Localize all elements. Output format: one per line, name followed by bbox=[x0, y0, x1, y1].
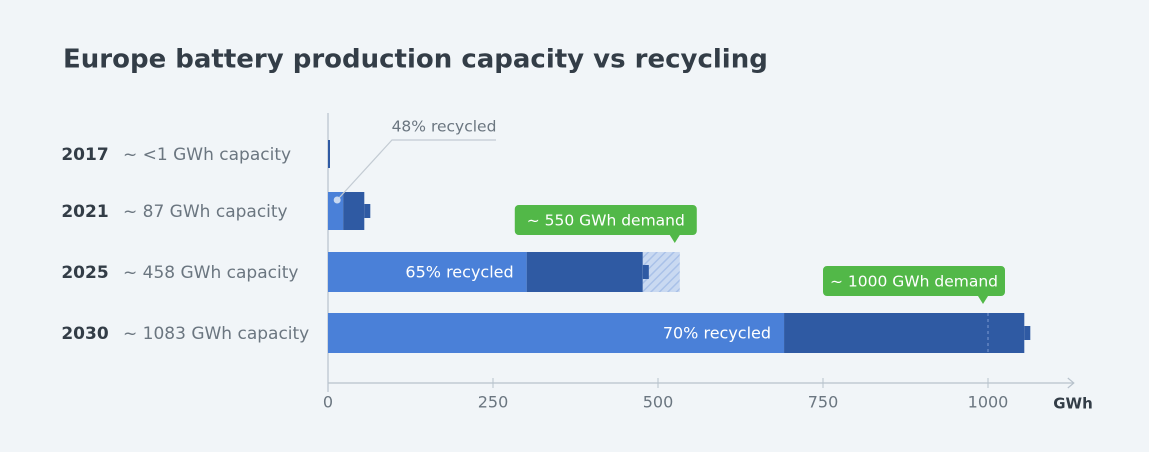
capacity-label: ~ 1083 GWh capacity bbox=[123, 324, 309, 344]
demand-callout bbox=[823, 266, 1005, 304]
battery-nub bbox=[1024, 326, 1031, 340]
capacity-label: ~ 458 GWh capacity bbox=[123, 263, 298, 283]
x-tick-label: 500 bbox=[643, 393, 674, 412]
battery-nub bbox=[364, 204, 371, 218]
demand-callout bbox=[514, 205, 697, 243]
year-label: 2017 bbox=[61, 145, 108, 165]
year-label: 2021 bbox=[61, 202, 108, 222]
x-tick-label: 250 bbox=[478, 393, 509, 412]
x-tick-label: 750 bbox=[808, 393, 839, 412]
x-axis-label: GWh bbox=[1053, 395, 1093, 413]
recycled-label: 70% recycled bbox=[663, 324, 771, 343]
bar-segment bbox=[784, 313, 1025, 353]
recycled-label: 65% recycled bbox=[405, 263, 513, 282]
x-axis-arrow bbox=[1067, 377, 1075, 389]
x-tick-label: 0 bbox=[323, 393, 333, 412]
chart-title: Europe battery production capacity vs re… bbox=[63, 45, 768, 75]
year-label: 2030 bbox=[61, 324, 108, 344]
bar-segment bbox=[328, 313, 785, 353]
demand-label: ~ 1000 GWh demand bbox=[830, 273, 998, 291]
year-label: 2025 bbox=[61, 263, 108, 283]
demand-gap bbox=[642, 252, 680, 292]
annotation-dot bbox=[333, 196, 341, 204]
annotation-leader bbox=[336, 139, 496, 201]
bar-segment bbox=[526, 252, 643, 292]
bar-segment bbox=[328, 252, 527, 292]
bar-segment bbox=[343, 192, 365, 230]
bar-segment bbox=[328, 140, 330, 168]
recycled-label: 48% recycled bbox=[392, 118, 497, 136]
capacity-label: ~ <1 GWh capacity bbox=[123, 145, 291, 165]
battery-nub bbox=[642, 265, 649, 279]
capacity-label: ~ 87 GWh capacity bbox=[123, 202, 288, 222]
demand-label: ~ 550 GWh demand bbox=[527, 212, 685, 230]
x-tick-label: 1000 bbox=[968, 393, 1009, 412]
